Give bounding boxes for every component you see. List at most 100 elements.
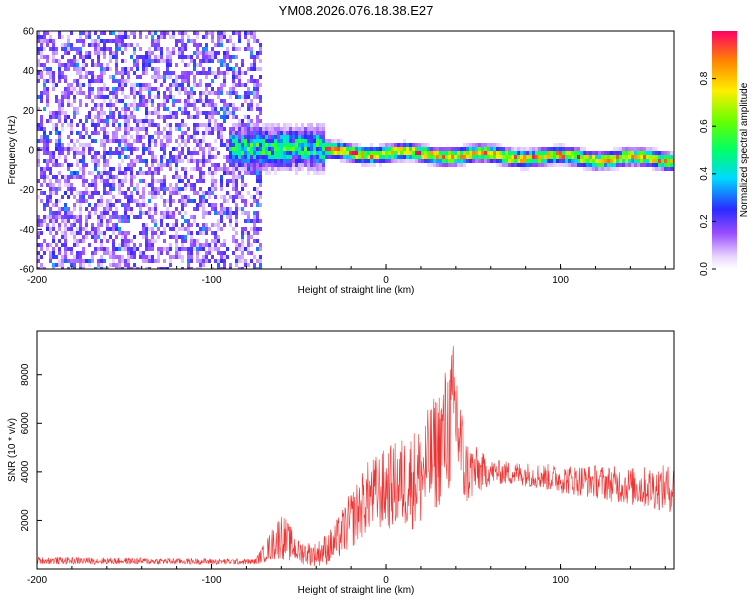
heatmap-cell [226, 47, 229, 51]
heatmap-cell [253, 135, 256, 139]
heatmap-cell [301, 163, 304, 167]
heatmap-cell [442, 147, 445, 151]
heatmap-cell [343, 159, 346, 163]
heatmap-cell [127, 123, 130, 127]
y-tick-label: 2000 [20, 509, 31, 532]
heatmap-cell [601, 155, 604, 159]
heatmap-cell [142, 103, 145, 107]
heatmap-cell [67, 39, 70, 43]
heatmap-cell [235, 107, 238, 111]
heatmap-cell [169, 243, 172, 247]
heatmap-cell [163, 175, 166, 179]
heatmap-cell [574, 151, 577, 155]
heatmap-cell [151, 235, 154, 239]
y-tick-label: 4000 [20, 460, 31, 483]
heatmap-cell [523, 155, 526, 159]
heatmap-cell [160, 167, 163, 171]
heatmap-cell [250, 47, 253, 51]
heatmap-cell [187, 39, 190, 43]
heatmap-cell [259, 47, 262, 51]
heatmap-cell [280, 127, 283, 131]
heatmap-cell [181, 139, 184, 143]
heatmap-cell [250, 67, 253, 71]
heatmap-cell [367, 159, 370, 163]
heatmap-cell [280, 163, 283, 167]
y-tick-label: 0 [28, 146, 34, 157]
heatmap-cell [76, 79, 79, 83]
heatmap-cell [517, 159, 520, 163]
heatmap-cell [298, 151, 301, 155]
heatmap-cell [73, 255, 76, 259]
heatmap-cell [43, 131, 46, 135]
heatmap-cell [103, 235, 106, 239]
heatmap-cell [247, 243, 250, 247]
heatmap-cell [217, 251, 220, 255]
heatmap-cell [247, 167, 250, 171]
heatmap-cell [418, 159, 421, 163]
heatmap-cell [253, 83, 256, 87]
heatmap-cell [199, 147, 202, 151]
heatmap-cell [178, 211, 181, 215]
heatmap-cell [271, 155, 274, 159]
heatmap-cell [40, 127, 43, 131]
heatmap-cell [532, 163, 535, 167]
heatmap-cell [265, 147, 268, 151]
heatmap-cell [262, 131, 265, 135]
heatmap-cell [169, 95, 172, 99]
heatmap-cell [547, 155, 550, 159]
heatmap-cell [157, 259, 160, 263]
heatmap-cell [82, 263, 85, 267]
heatmap-cell [277, 151, 280, 155]
heatmap-cell [163, 247, 166, 251]
heatmap-cell [64, 231, 67, 235]
heatmap-cell [139, 251, 142, 255]
heatmap-cell [46, 67, 49, 71]
heatmap-cell [463, 151, 466, 155]
heatmap-cell [49, 79, 52, 83]
heatmap-cell [145, 119, 148, 123]
heatmap-cell [232, 163, 235, 167]
heatmap-cell [157, 75, 160, 79]
heatmap-cell [70, 87, 73, 91]
heatmap-cell [82, 267, 85, 269]
heatmap-cell [64, 191, 67, 195]
heatmap-cell [292, 151, 295, 155]
heatmap-cell [172, 159, 175, 163]
heatmap-cell [580, 163, 583, 167]
heatmap-cell [310, 163, 313, 167]
heatmap-cell [319, 155, 322, 159]
heatmap-cell [70, 31, 73, 35]
heatmap-cell [502, 155, 505, 159]
heatmap-cell [589, 151, 592, 155]
heatmap-cell [52, 51, 55, 55]
heatmap-cell [76, 59, 79, 63]
heatmap-cell [292, 163, 295, 167]
heatmap-cell [43, 239, 46, 243]
heatmap-cell [46, 183, 49, 187]
heatmap-cell [154, 47, 157, 51]
x-tick-label: -100 [202, 575, 222, 586]
snr-x-ticks: -200 -100 0 100 [27, 564, 666, 586]
heatmap-cell [148, 119, 151, 123]
heatmap-cell [127, 219, 130, 223]
heatmap-cell [277, 131, 280, 135]
heatmap-cell [466, 143, 469, 147]
heatmap-cell [169, 151, 172, 155]
heatmap-cell [94, 43, 97, 47]
heatmap-cell [304, 163, 307, 167]
heatmap-cell [181, 227, 184, 231]
heatmap-cell [91, 123, 94, 127]
heatmap-cell [244, 159, 247, 163]
heatmap-cell [583, 151, 586, 155]
heatmap-cell [238, 207, 241, 211]
heatmap-cell [130, 115, 133, 119]
heatmap-cell [223, 55, 226, 59]
heatmap-cell [184, 155, 187, 159]
heatmap-cell [244, 115, 247, 119]
heatmap-cell [106, 115, 109, 119]
heatmap-cell [172, 99, 175, 103]
heatmap-cell [70, 103, 73, 107]
heatmap-cell [55, 51, 58, 55]
heatmap-cell [229, 103, 232, 107]
heatmap-cell [625, 151, 628, 155]
